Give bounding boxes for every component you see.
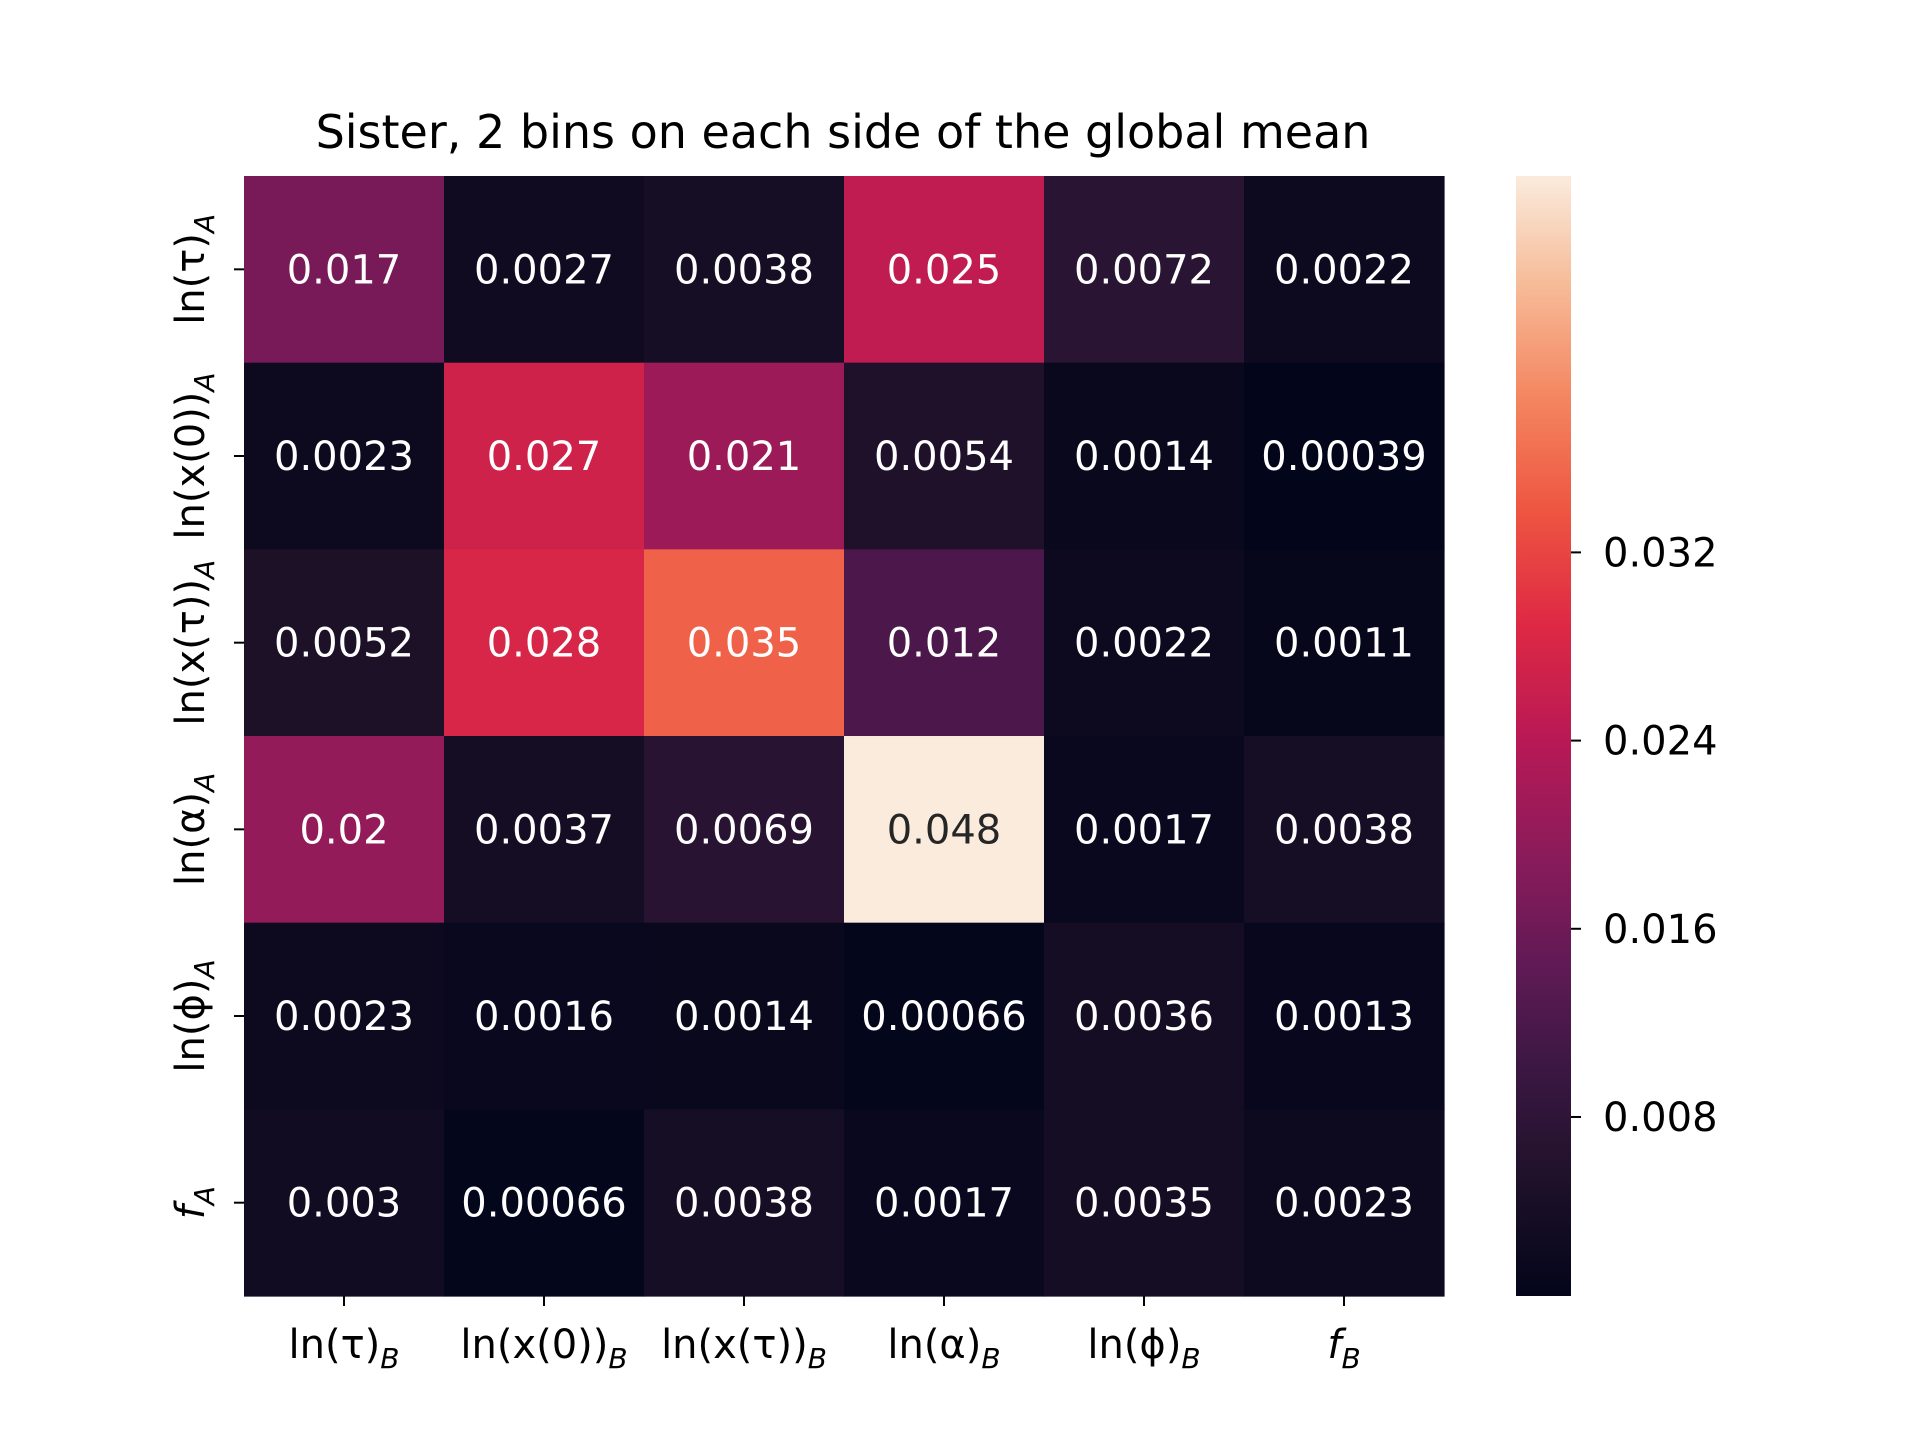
cell-value-label: 0.021 (687, 434, 802, 480)
cell-value-label: 0.00066 (861, 994, 1026, 1040)
cell-value-label: 0.035 (687, 621, 802, 667)
y-tick-label: ln(τ)A (168, 214, 221, 325)
cell-value-label: 0.0014 (1074, 434, 1214, 480)
x-tick-label: fB (1327, 1322, 1360, 1375)
cell-value-label: 0.0017 (874, 1181, 1014, 1227)
cell-value-label: 0.0069 (674, 807, 814, 853)
y-tick-label: ln(α)A (168, 773, 221, 886)
cell-value-label: 0.048 (887, 807, 1002, 853)
cell-value-label: 0.028 (487, 621, 602, 667)
heatmap-cells: 0.017 0.0027 0.0038 0.025 0.0072 0.0022 0.0023… (244, 176, 1445, 1297)
cell-value-label: 0.0016 (474, 994, 614, 1040)
y-tick-label-subscript: A (188, 372, 221, 393)
cell-value-label: 0.017 (287, 247, 402, 293)
y-tick-label-base: ln(ϕ) (168, 979, 214, 1073)
cell-value-label: 0.0054 (874, 434, 1014, 480)
y-tick-label: ln(x(0))A (168, 372, 221, 539)
cell-value-label: 0.00066 (461, 1181, 626, 1227)
x-tick-label-subscript: B (380, 1342, 399, 1375)
y-tick-label-base: ln(α) (168, 792, 214, 886)
x-tick-label-subscript: B (1181, 1342, 1200, 1375)
cell-value-label: 0.0072 (1074, 247, 1214, 293)
cell-value-label: 0.00039 (1261, 434, 1426, 480)
x-tick-label-base: ln(x(0)) (460, 1322, 608, 1368)
colorbar-tick-label: 0.016 (1603, 907, 1718, 953)
x-tick-label: ln(ϕ)B (1087, 1322, 1200, 1375)
cell-value-label: 0.027 (487, 434, 602, 480)
x-tick-label-base: ln(x(τ)) (661, 1322, 808, 1368)
x-tick-label-subscript: B (808, 1342, 827, 1375)
cell-value-label: 0.0036 (1074, 994, 1214, 1040)
x-tick-label: ln(x(0))B (460, 1322, 627, 1375)
y-tick-label-subscript: A (188, 214, 221, 235)
y-tick-label: ln(ϕ)A (168, 959, 221, 1072)
cell-value-label: 0.0023 (1274, 1181, 1414, 1227)
colorbar-tick-label: 0.032 (1603, 530, 1718, 576)
cell-value-label: 0.0023 (274, 994, 414, 1040)
colorbar: 0.008 0.016 0.024 0.032 (1516, 176, 1718, 1296)
y-tick-label-subscript: A (188, 1186, 221, 1207)
cell-value-label: 0.0027 (474, 247, 614, 293)
x-tick-label: ln(α)B (887, 1322, 1000, 1375)
cell-value-label: 0.0022 (1074, 621, 1214, 667)
x-tick-label-subscript: B (608, 1342, 627, 1375)
cell-value-label: 0.0013 (1274, 994, 1414, 1040)
x-tick-label-subscript: B (981, 1342, 1000, 1375)
cell-value-label: 0.0011 (1274, 621, 1414, 667)
cell-value-label: 0.003 (287, 1181, 402, 1227)
x-axis: ln(τ)B ln(x(0))B ln(x(τ))B ln(α)B ln(ϕ)B fB (289, 1296, 1361, 1375)
cell-value-label: 0.02 (299, 807, 388, 853)
colorbar-tick-label: 0.024 (1603, 719, 1718, 765)
colorbar-gradient (1516, 176, 1571, 1296)
x-tick-label-base: ln(ϕ) (1087, 1322, 1181, 1368)
y-tick-label-subscript: A (188, 773, 221, 794)
y-tick-label-subscript: A (188, 560, 221, 581)
x-tick-label: ln(τ)B (289, 1322, 400, 1375)
cell-value-label: 0.0038 (674, 247, 814, 293)
x-tick-label-base: ln(α) (887, 1322, 981, 1368)
chart-title: Sister, 2 bins on each side of the globa… (316, 105, 1371, 159)
cell-value-label: 0.0052 (274, 621, 414, 667)
cell-value-label: 0.025 (887, 247, 1002, 293)
cell-value-label: 0.0037 (474, 807, 614, 853)
cell-value-label: 0.012 (887, 621, 1002, 667)
y-tick-label-base: ln(x(0)) (168, 392, 214, 540)
x-tick-label-subscript: B (1341, 1342, 1360, 1375)
y-tick-label-base: ln(τ) (168, 233, 214, 325)
cell-value-label: 0.0023 (274, 434, 414, 480)
y-tick-label: ln(x(τ))A (168, 560, 221, 726)
y-tick-label-base: ln(x(τ)) (168, 579, 214, 726)
cell-value-label: 0.0035 (1074, 1181, 1214, 1227)
cell-value-label: 0.0014 (674, 994, 814, 1040)
y-axis: ln(τ)Aln(x(0))Aln(x(τ))Aln(α)Aln(ϕ)AfA (168, 214, 244, 1219)
cell-value-label: 0.0022 (1274, 247, 1414, 293)
x-tick-label: ln(x(τ))B (661, 1322, 827, 1375)
x-tick-label-base: ln(τ) (289, 1322, 381, 1368)
cell-value-label: 0.0017 (1074, 807, 1214, 853)
colorbar-tick-label: 0.008 (1603, 1095, 1718, 1141)
y-tick-label: fA (168, 1186, 221, 1219)
cell-value-label: 0.0038 (674, 1181, 814, 1227)
cell-value-label: 0.0038 (1274, 807, 1414, 853)
y-tick-label-subscript: A (188, 959, 221, 980)
